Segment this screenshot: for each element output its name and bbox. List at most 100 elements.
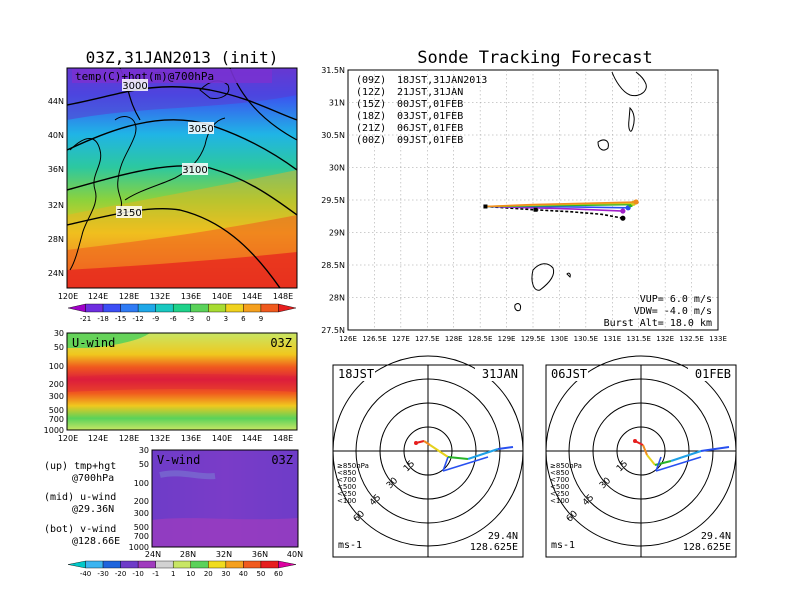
pressure-tick-label: 30	[54, 329, 64, 338]
colorbar-label: 1	[171, 570, 175, 578]
legend-run: (15Z)	[356, 99, 386, 110]
lon-tick-label: 131E	[603, 335, 621, 343]
hodo-legend-item: <700	[550, 476, 569, 484]
lat-tick-label: 24N	[48, 269, 64, 278]
hodo-legend-item: <100	[337, 497, 356, 505]
track-plot: (09Z) 18JST,31JAN2013 (12Z) 21JST,31JAN (15Z…	[347, 69, 719, 331]
colorbar-label: 30	[221, 570, 230, 578]
hodo-time: 18JST	[338, 367, 374, 381]
pressure-tick-label: 300	[49, 392, 64, 401]
colorbar-swatch	[155, 303, 174, 313]
contour-line	[67, 86, 297, 121]
lon-tick-label: 140E	[212, 434, 232, 443]
colorbar-swatch	[120, 560, 139, 569]
lon-tick-label: 132E	[150, 434, 170, 443]
hodo-trace	[642, 444, 648, 456]
note-line: (up) tmp+hgt	[44, 461, 116, 472]
lon-tick-label: 148E	[273, 434, 293, 443]
legend-time: 00JST,01FEB	[397, 99, 463, 110]
colorbar-label: -40	[80, 570, 91, 578]
lat-tick-label: 24N	[145, 550, 161, 559]
burst-marker	[533, 207, 538, 212]
hodo-legend-item: <250	[337, 490, 356, 498]
lat-tick-label: 32N	[216, 550, 232, 559]
legend-time: 21JST,31JAN	[397, 87, 463, 98]
lon-tick-label: 128E	[119, 292, 139, 301]
lon-tick-label: 136E	[181, 434, 201, 443]
pressure-tick-label: 200	[134, 497, 149, 506]
uwind-label: U-wind	[72, 336, 115, 350]
lat-tick-label: 32N	[48, 201, 64, 210]
contour-label: 3100	[182, 165, 207, 176]
lat-tick-label: 30N	[329, 164, 345, 173]
launch-params: VUP= 6.0 m/s VDW= -4.0 m/s Burst Alt= 18…	[604, 294, 712, 329]
lat-tick-label: 29.5N	[321, 196, 345, 205]
hodo-legend-item: <250	[550, 490, 569, 498]
hodo-trace	[646, 454, 656, 466]
hodo-lon: 128.625E	[470, 542, 518, 553]
colorbar-label: -3	[187, 315, 194, 323]
lon-tick-label: 127E	[392, 335, 410, 343]
landing-point	[620, 208, 626, 214]
colorbar-label: -30	[97, 570, 108, 578]
lat-tick-label: 36N	[48, 165, 64, 174]
lon-tick-label: 130.5E	[574, 335, 598, 343]
lon-tick-label: 132E	[656, 335, 674, 343]
colorbar-label: 6	[241, 315, 246, 323]
hodo-time: 06JST	[551, 367, 587, 381]
param-line: Burst Alt= 18.0 km	[604, 318, 712, 329]
hodo-trace	[497, 446, 514, 450]
colorbar-label: 10	[186, 570, 195, 578]
track-lon-labels: 126E 126.5E 127E 127.5E 128E 128.5E 129E 129.5E…	[339, 335, 727, 343]
map-label: temp(C)+hgt(m)@700hPa	[75, 70, 214, 83]
colorbar-swatch	[260, 303, 279, 313]
colorbar-label: -15	[115, 315, 126, 323]
pressure-tick-label: 500	[134, 523, 149, 532]
lon-tick-label: 128E	[119, 434, 139, 443]
colorbar-label: 20	[204, 570, 213, 578]
vwind-time: 03Z	[271, 453, 293, 467]
vwind-panel: V-wind 03Z 30 50 100 200 300 500 700 100…	[129, 446, 303, 559]
pressure-tick-label: 100	[49, 362, 64, 371]
lon-tick-label: 131.5E	[626, 335, 650, 343]
temp-colorbar: -21 -18 -15 -12 -9 -6 -3 0 3 6 9	[67, 303, 297, 323]
island	[611, 71, 647, 97]
hodo-start-point	[633, 439, 637, 443]
colorbar-label: -12	[132, 315, 143, 323]
lat-tick-label: 30.5N	[321, 131, 345, 140]
lat-tick-label: 27.5N	[321, 326, 345, 335]
colorbar-swatch	[278, 303, 297, 313]
island	[531, 263, 555, 291]
colorbar-swatch	[190, 303, 209, 313]
lat-tick-label: 40N	[48, 131, 64, 140]
note-line: (bot) v-wind	[44, 524, 116, 535]
colorbar-swatch	[260, 560, 279, 569]
contour-line	[67, 165, 297, 216]
hodo-trace	[700, 446, 730, 452]
contour-line	[67, 207, 281, 288]
hodo-legend-item: <700	[337, 476, 356, 484]
track-legend: (09Z) 18JST,31JAN2013 (12Z) 21JST,31JAN (15Z…	[356, 75, 487, 146]
uwind-field	[67, 333, 297, 430]
uwind-time: 03Z	[270, 336, 292, 350]
lon-tick-label: 133E	[709, 335, 727, 343]
lat-tick-label: 28N	[180, 550, 196, 559]
hodo-trace	[670, 450, 702, 462]
hodo-legend-item: ≥850hPa	[337, 462, 369, 470]
lon-tick-label: 124E	[88, 292, 108, 301]
colorbar-label: -9	[152, 315, 159, 323]
lon-tick-label: 120E	[58, 292, 78, 301]
landing-point	[633, 199, 639, 205]
contour-label: 3000	[122, 81, 147, 92]
lon-tick-label: 120E	[58, 434, 78, 443]
colorbar-swatch	[85, 303, 104, 313]
colorbar-swatch	[67, 303, 86, 313]
lon-tick-label: 124E	[88, 434, 108, 443]
hodo-start-point	[414, 441, 418, 445]
lat-tick-label: 31N	[329, 99, 345, 108]
right-title: Sonde Tracking Forecast	[417, 48, 652, 68]
pressure-tick-label: 700	[49, 415, 64, 424]
note-line: (mid) u-wind	[44, 492, 116, 503]
hodo-lon: 128.625E	[683, 542, 731, 553]
